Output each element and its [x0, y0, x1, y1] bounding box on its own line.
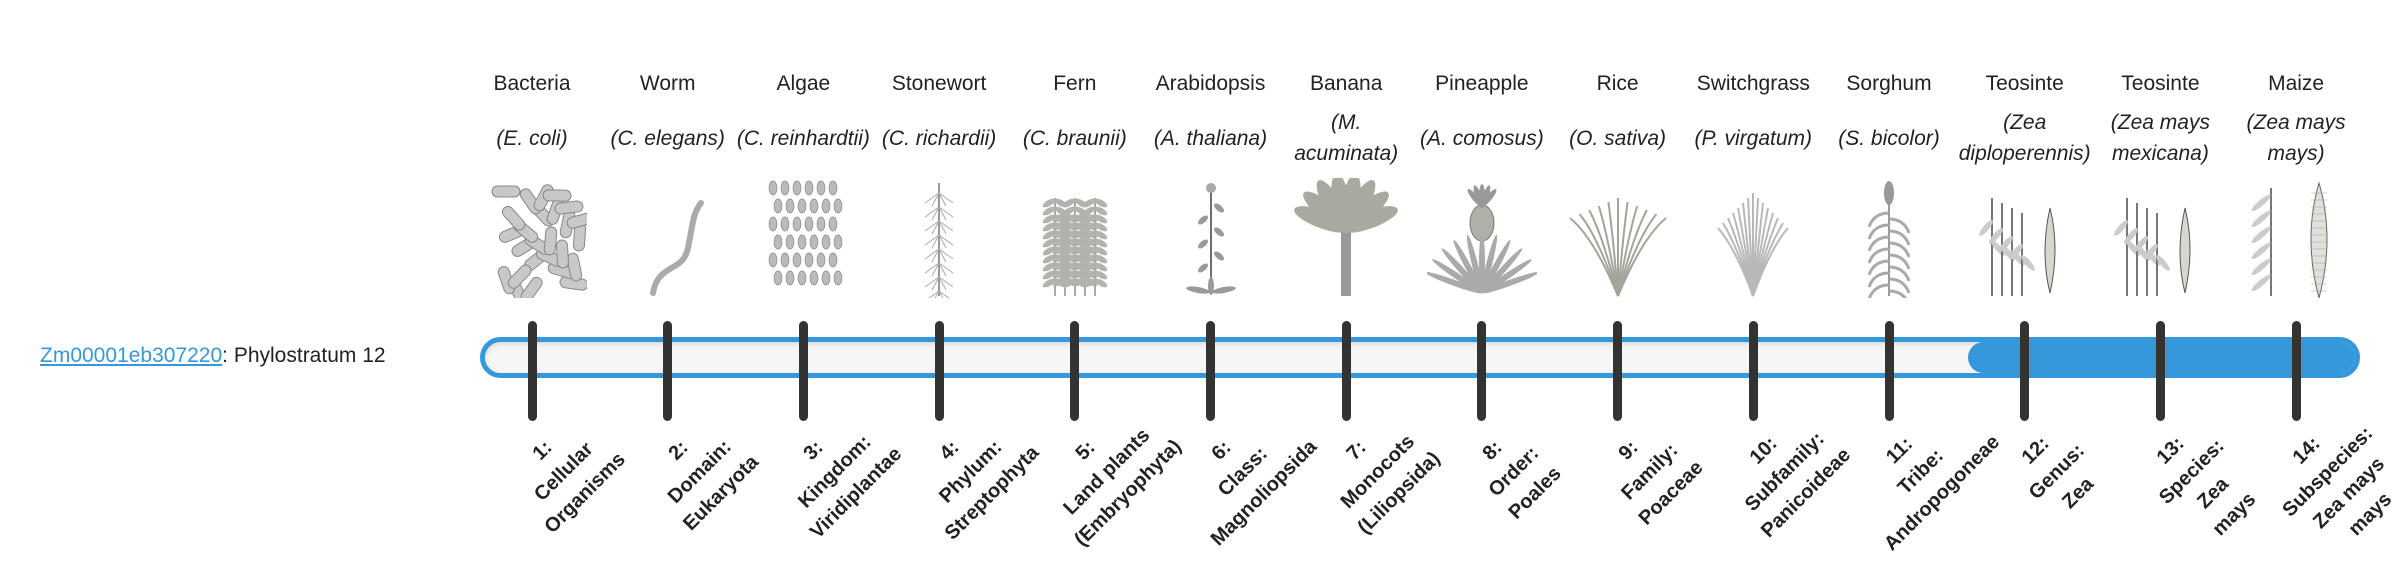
stratum-label: 5: Land plants (Embryophyta)	[1015, 380, 1199, 564]
stratum-label: 14: Subspecies: Zea mays mays	[2236, 380, 2400, 585]
teosinte-icon	[2114, 198, 2191, 296]
organism-species: (C. reinhardtii)	[736, 126, 870, 150]
organism-species: (Zea diploperennis)	[1958, 111, 2091, 165]
stratum-label: 1: Cellular Organisms	[472, 380, 656, 564]
organism-species: (C. richardii)	[881, 126, 997, 150]
stratum-label: 3: Kingdom: Viridiplantae	[743, 380, 927, 564]
stratum-label: 7: Monocots (Liliopsida)	[1286, 380, 1470, 564]
organism-name: Teosinte	[1985, 72, 2064, 95]
organism-species: (Zea mays mays)	[2246, 111, 2346, 165]
organism-column: Switchgrass (P. virgatum)	[1685, 62, 1821, 298]
organism-column: Arabidopsis (A. thaliana)	[1143, 62, 1279, 298]
algae-cells-icon	[769, 180, 843, 286]
stratum-tick	[663, 321, 673, 421]
sorghum-icon	[1867, 181, 1911, 298]
gene-id-link[interactable]: Zm00001eb307220	[40, 344, 223, 367]
stratum-tick	[934, 321, 944, 421]
organism-column: Algae (C. reinhardtii)	[735, 62, 871, 298]
stonewort-icon	[924, 183, 954, 298]
stratum-tick	[1070, 321, 1080, 421]
organism-name: Banana	[1309, 72, 1383, 95]
organism-column: Bacteria (E. coli)	[464, 62, 600, 298]
bacteria-rods-icon	[491, 184, 587, 298]
pineapple-icon	[1426, 184, 1537, 294]
stratum-label: 6: Class: Magnoliopsida	[1150, 380, 1334, 564]
organism-column: Banana (M. acuminata)	[1278, 62, 1414, 298]
organism-species: (O. sativa)	[1569, 126, 1667, 150]
gene-phylostratum-label: Zm00001eb307220: Phylostratum 12	[40, 343, 386, 369]
phylostratum-bar	[480, 337, 2360, 378]
stratum-tick	[2291, 321, 2301, 421]
organism-species: (A. comosus)	[1420, 126, 1544, 150]
organism-column: Pineapple (A. comosus)	[1414, 62, 1550, 298]
worm-icon	[649, 200, 704, 296]
stratum-label: 11: Tribe: Andropogoneae	[1829, 380, 2013, 564]
organism-species: (A. thaliana)	[1153, 126, 1268, 150]
organism-column: Worm (C. elegans)	[600, 62, 736, 298]
organism-species: (C. elegans)	[610, 126, 725, 150]
organism-name: Pineapple	[1435, 72, 1529, 95]
stratum-label: 2: Domain: Eukaryota	[608, 380, 792, 564]
organism-column: Sorghum (S. bicolor)	[1821, 62, 1957, 298]
stratum-label: 8: Order: Poales	[1422, 380, 1606, 564]
organism-species: (M. acuminata)	[1294, 111, 1399, 165]
organism-name: Algae	[776, 72, 831, 95]
switchgrass-icon	[1717, 193, 1790, 297]
stratum-label: 12: Genus: Zea	[1965, 380, 2149, 564]
stratum-tick	[527, 321, 537, 421]
stratum-label: 4: Phylum: Streptophyta	[879, 380, 1063, 564]
organism-name: Teosinte	[2121, 72, 2200, 95]
organism-name: Bacteria	[493, 72, 571, 95]
organism-name: Arabidopsis	[1155, 72, 1266, 95]
rice-icon	[1568, 198, 1667, 297]
stratum-label: 9: Family: Poaceae	[1557, 380, 1741, 564]
stratum-tick	[1206, 321, 1215, 421]
organism-species: (P. virgatum)	[1694, 126, 1813, 150]
organism-column: Maize (Zea mays mays)	[2228, 62, 2364, 298]
maize-icon	[2251, 181, 2328, 298]
organism-name: Maize	[2268, 72, 2325, 95]
stratum-tick	[1613, 321, 1623, 421]
organism-species: (Zea mays mexicana)	[2110, 111, 2210, 165]
organism-name: Fern	[1053, 72, 1097, 95]
stratum-tick	[1477, 321, 1487, 421]
stratum-tick	[2020, 321, 2030, 421]
organism-column: Teosinte (Zea diploperennis)	[1957, 62, 2093, 298]
organism-name: Sorghum	[1846, 72, 1932, 95]
organism-column: Fern (C. braunii)	[1007, 62, 1143, 298]
stratum-label: 10: Subfamily: Panicoideae	[1693, 380, 1877, 564]
stratum-tick	[798, 321, 808, 421]
stratum-tick	[1748, 321, 1758, 421]
phylostratum-text: : Phylostratum 12	[222, 344, 386, 367]
arabidopsis-icon	[1185, 183, 1236, 295]
organism-species: (E. coli)	[496, 126, 568, 150]
organism-name: Worm	[639, 72, 696, 95]
organism-name: Switchgrass	[1696, 72, 1810, 95]
teosinte-icon	[1978, 198, 2056, 296]
organism-column: Rice (O. sativa)	[1550, 62, 1686, 298]
stratum-tick	[1884, 321, 1894, 421]
organism-name: Stonewort	[891, 72, 987, 95]
banana-plant-icon	[1294, 178, 1399, 296]
organism-column: Teosinte (Zea mays mexicana)	[2092, 62, 2228, 298]
stratum-tick	[2155, 321, 2165, 421]
stratum-tick	[1341, 321, 1351, 421]
organism-species: (C. braunii)	[1022, 126, 1127, 150]
organism-name: Rice	[1596, 72, 1639, 95]
fern-icon	[1042, 198, 1108, 296]
organism-column: Stonewort (C. richardii)	[871, 62, 1007, 298]
organism-species: (S. bicolor)	[1838, 126, 1940, 150]
